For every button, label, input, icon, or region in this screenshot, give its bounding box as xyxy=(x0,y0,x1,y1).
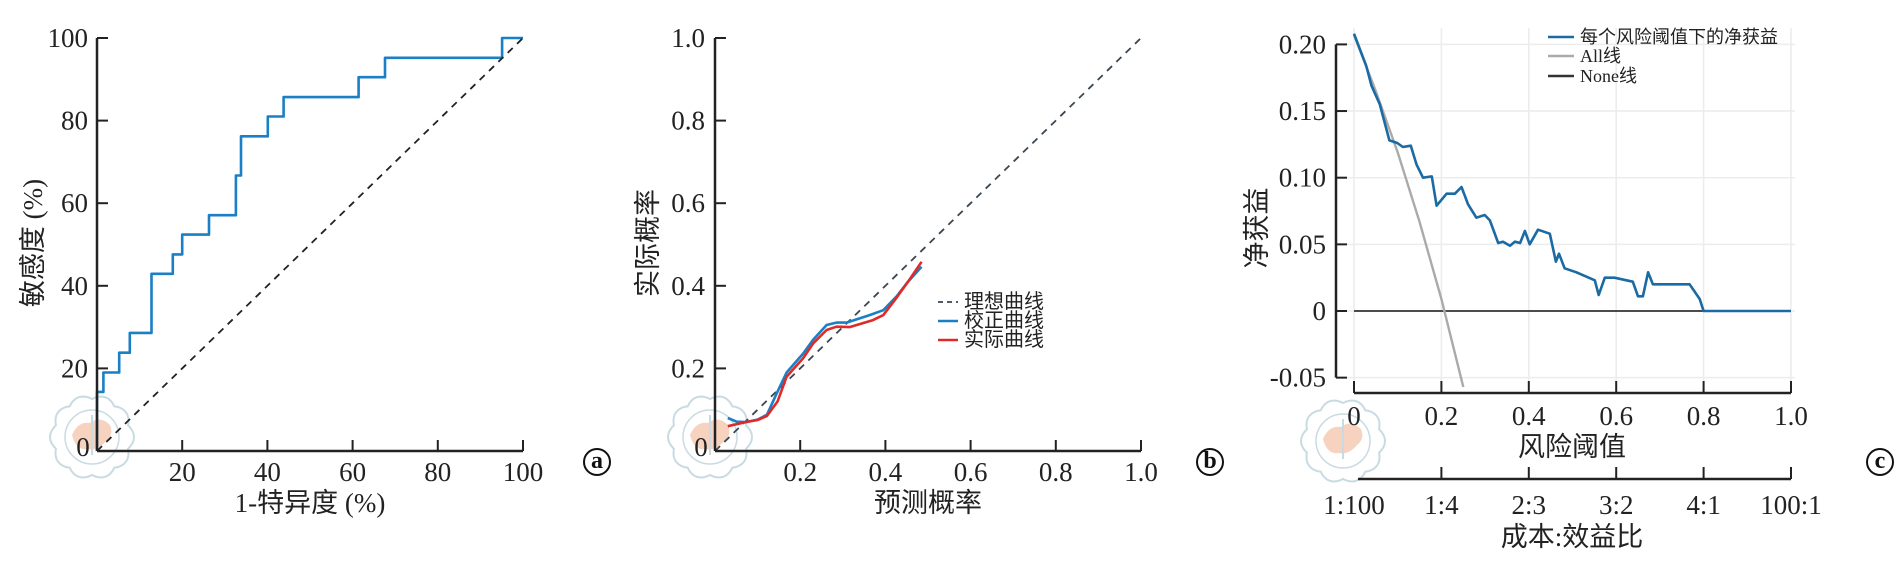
y-tick-label: 80 xyxy=(61,106,88,136)
y-tick-label: 20 xyxy=(61,353,88,383)
legend-item-label: 每个风险阈值下的净获益 xyxy=(1580,27,1778,47)
panel-letter-circle xyxy=(583,448,611,476)
x-tick-label: 100 xyxy=(503,457,544,487)
secondary-x-tick-label: 3:2 xyxy=(1599,490,1634,520)
y-axis-title: 净获益 xyxy=(1242,188,1272,269)
y-tick-label: 1.0 xyxy=(671,23,705,53)
x-tick-label: 0.6 xyxy=(954,457,988,487)
ideal-curve xyxy=(714,37,1142,452)
actual-curve xyxy=(727,261,923,428)
secondary-x-tick-label: 1:4 xyxy=(1424,490,1459,520)
x-tick-label: 0.8 xyxy=(1687,401,1721,431)
legend-item-label: 实际曲线 xyxy=(964,328,1044,351)
x-tick-label: 0.6 xyxy=(1599,401,1633,431)
x-tick-label: 0.8 xyxy=(1039,457,1073,487)
treat-all-line xyxy=(1352,34,1465,388)
y-tick-label: 100 xyxy=(48,23,89,53)
reference-diagonal-line xyxy=(96,37,524,452)
origin-tick-label: 0 xyxy=(76,432,90,462)
x-tick-label: 0.4 xyxy=(869,457,903,487)
y-tick-label: -0.05 xyxy=(1270,363,1326,393)
panel-letter-circle xyxy=(1196,448,1224,476)
x-tick-label: 0.2 xyxy=(783,457,817,487)
panel-letter: c xyxy=(1875,448,1886,474)
y-tick-label: 0.20 xyxy=(1279,29,1326,59)
x-axis-title: 风险阈值 xyxy=(1518,432,1626,462)
y-axis-title: 实际概率 xyxy=(633,189,663,297)
watermark-seal-logo xyxy=(1299,399,1387,483)
secondary-x-tick-label: 1:100 xyxy=(1323,490,1385,520)
y-tick-label: 0.6 xyxy=(671,188,705,218)
panel-letter: a xyxy=(591,448,603,474)
seal-inner-ring xyxy=(682,409,738,465)
seal-inner-ring xyxy=(1315,413,1371,469)
secondary-x-tick-label: 4:1 xyxy=(1686,490,1721,520)
legend-item-label: 校正曲线 xyxy=(964,309,1044,332)
legend-item-label: All线 xyxy=(1580,46,1621,66)
x-axis-title: 1-特异度 (%) xyxy=(235,488,386,518)
legend-item-label: 理想曲线 xyxy=(964,290,1044,313)
origin-tick-label: 0 xyxy=(694,432,708,462)
y-tick-label: 0.05 xyxy=(1279,229,1326,259)
roc-curve xyxy=(95,36,523,451)
panel-letter-circle xyxy=(1866,448,1894,476)
x-tick-label: 1.0 xyxy=(1774,401,1808,431)
y-tick-label: 0.10 xyxy=(1279,163,1326,193)
y-tick-label: 0.2 xyxy=(671,353,705,383)
seal-inner-ring xyxy=(64,409,120,465)
x-tick-label: 1.0 xyxy=(1124,457,1158,487)
x-tick-label: 80 xyxy=(424,457,451,487)
y-tick-label: 40 xyxy=(61,271,88,301)
secondary-x-axis-title: 成本:效益比 xyxy=(1501,522,1644,552)
y-tick-label: 0.8 xyxy=(671,106,705,136)
x-tick-label: 0.2 xyxy=(1425,401,1459,431)
panel-letter: b xyxy=(1203,448,1216,474)
y-axis-title: 敏感度 (%) xyxy=(18,179,48,307)
secondary-x-tick-label: 100:1 xyxy=(1760,490,1822,520)
calibrated-curve xyxy=(727,265,923,424)
y-tick-label: 0.15 xyxy=(1279,96,1326,126)
y-tick-label: 0.4 xyxy=(671,271,705,301)
x-tick-label: 0 xyxy=(1347,401,1361,431)
x-axis-title: 预测概率 xyxy=(874,488,982,518)
watermark-seal-logo xyxy=(48,395,136,479)
x-tick-label: 0.4 xyxy=(1512,401,1546,431)
watermark-seal-logo xyxy=(666,395,754,479)
secondary-x-tick-label: 2:3 xyxy=(1512,490,1547,520)
x-tick-label: 40 xyxy=(254,457,281,487)
x-tick-label: 20 xyxy=(169,457,196,487)
model-net-benefit-curve xyxy=(1352,33,1791,313)
x-tick-label: 60 xyxy=(339,457,366,487)
y-tick-label: 60 xyxy=(61,188,88,218)
y-tick-label: 0 xyxy=(1313,296,1327,326)
legend-item-label: None线 xyxy=(1580,66,1637,86)
